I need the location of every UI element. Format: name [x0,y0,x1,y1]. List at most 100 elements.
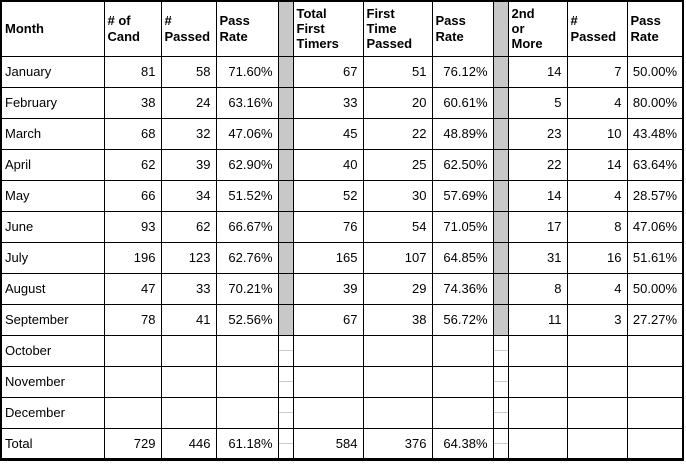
value-cell[interactable]: 4 [566,179,628,212]
value-cell[interactable]: 48.89% [431,117,494,150]
value-cell[interactable] [160,365,217,398]
value-cell[interactable]: 54 [362,210,433,243]
value-cell[interactable]: 17 [507,210,568,243]
value-cell[interactable]: 50.00% [626,55,684,88]
value-cell[interactable] [215,365,279,398]
value-cell[interactable]: 64.85% [431,241,494,274]
col-header-total-first-timers[interactable]: Total First Timers [292,0,364,57]
value-cell[interactable] [566,365,628,398]
value-cell[interactable]: 81 [103,55,162,88]
value-cell[interactable]: 31 [507,241,568,274]
value-cell[interactable]: 29 [362,272,433,305]
value-cell[interactable]: 62 [160,210,217,243]
col-header-pass-rate[interactable]: Pass Rate [215,0,279,57]
value-cell[interactable]: 63.16% [215,86,279,119]
value-cell[interactable]: 729 [103,427,162,460]
value-cell[interactable]: 58 [160,55,217,88]
value-cell[interactable]: 20 [362,86,433,119]
value-cell[interactable]: 47.06% [215,117,279,150]
value-cell[interactable] [431,334,494,367]
value-cell[interactable] [215,396,279,429]
col-header-num-candidates[interactable]: # of Cand [103,0,162,57]
value-cell[interactable]: 63.64% [626,148,684,181]
value-cell[interactable]: 5 [507,86,568,119]
value-cell[interactable]: 25 [362,148,433,181]
value-cell[interactable]: 38 [362,303,433,336]
value-cell[interactable]: 107 [362,241,433,274]
value-cell[interactable]: 62.50% [431,148,494,181]
value-cell[interactable] [160,396,217,429]
value-cell[interactable]: 51 [362,55,433,88]
month-cell-september[interactable]: September [0,303,105,336]
value-cell[interactable]: 52 [292,179,364,212]
value-cell[interactable] [103,396,162,429]
value-cell[interactable] [292,334,364,367]
value-cell[interactable] [566,396,628,429]
value-cell[interactable] [431,396,494,429]
value-cell[interactable]: 4 [566,86,628,119]
value-cell[interactable] [103,334,162,367]
value-cell[interactable] [626,427,684,460]
value-cell[interactable]: 80.00% [626,86,684,119]
value-cell[interactable]: 51.61% [626,241,684,274]
value-cell[interactable]: 33 [292,86,364,119]
value-cell[interactable]: 68 [103,117,162,150]
value-cell[interactable]: 71.05% [431,210,494,243]
value-cell[interactable]: 4 [566,272,628,305]
value-cell[interactable]: 33 [160,272,217,305]
value-cell[interactable] [507,396,568,429]
value-cell[interactable] [626,365,684,398]
value-cell[interactable]: 376 [362,427,433,460]
value-cell[interactable] [507,365,568,398]
value-cell[interactable] [626,396,684,429]
value-cell[interactable]: 74.36% [431,272,494,305]
month-cell-october[interactable]: October [0,334,105,367]
value-cell[interactable] [292,396,364,429]
value-cell[interactable]: 34 [160,179,217,212]
value-cell[interactable]: 22 [507,148,568,181]
month-cell-april[interactable]: April [0,148,105,181]
value-cell[interactable]: 24 [160,86,217,119]
value-cell[interactable]: 14 [507,55,568,88]
value-cell[interactable]: 39 [160,148,217,181]
value-cell[interactable] [626,334,684,367]
value-cell[interactable]: 8 [566,210,628,243]
value-cell[interactable]: 76 [292,210,364,243]
value-cell[interactable] [566,334,628,367]
value-cell[interactable]: 30 [362,179,433,212]
month-cell-november[interactable]: November [0,365,105,398]
month-cell-august[interactable]: August [0,272,105,305]
value-cell[interactable]: 8 [507,272,568,305]
value-cell[interactable]: 67 [292,303,364,336]
value-cell[interactable]: 60.61% [431,86,494,119]
value-cell[interactable]: 62.76% [215,241,279,274]
value-cell[interactable]: 71.60% [215,55,279,88]
value-cell[interactable]: 66 [103,179,162,212]
value-cell[interactable]: 38 [103,86,162,119]
month-cell-june[interactable]: June [0,210,105,243]
value-cell[interactable]: 93 [103,210,162,243]
month-cell-total[interactable]: Total [0,427,105,460]
value-cell[interactable]: 78 [103,303,162,336]
value-cell[interactable]: 7 [566,55,628,88]
col-header-second-num-passed[interactable]: # Passed [566,0,628,57]
value-cell[interactable] [431,365,494,398]
value-cell[interactable] [362,334,433,367]
value-cell[interactable]: 45 [292,117,364,150]
value-cell[interactable]: 62 [103,148,162,181]
value-cell[interactable] [292,365,364,398]
value-cell[interactable]: 11 [507,303,568,336]
value-cell[interactable] [160,334,217,367]
value-cell[interactable]: 76.12% [431,55,494,88]
value-cell[interactable]: 22 [362,117,433,150]
value-cell[interactable]: 16 [566,241,628,274]
value-cell[interactable]: 32 [160,117,217,150]
value-cell[interactable]: 47 [103,272,162,305]
value-cell[interactable]: 28.57% [626,179,684,212]
value-cell[interactable]: 56.72% [431,303,494,336]
value-cell[interactable]: 64.38% [431,427,494,460]
value-cell[interactable]: 41 [160,303,217,336]
value-cell[interactable]: 3 [566,303,628,336]
value-cell[interactable] [103,365,162,398]
value-cell[interactable]: 61.18% [215,427,279,460]
